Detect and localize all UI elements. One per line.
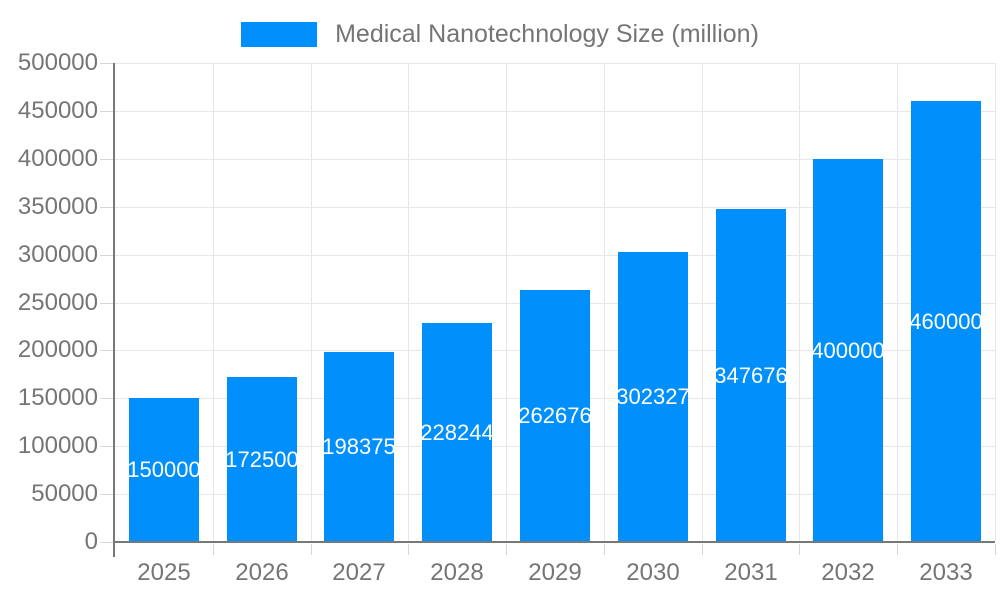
bar-2025: 150000 — [129, 398, 199, 542]
gridline-horizontal — [115, 159, 995, 160]
legend-item[interactable]: Medical Nanotechnology Size (million) — [241, 20, 759, 48]
gridline-vertical — [995, 63, 996, 541]
y-axis-tick — [100, 207, 115, 208]
y-axis-tick — [100, 542, 115, 543]
x-axis-tick — [604, 544, 605, 555]
gridline-vertical — [799, 63, 800, 541]
chart-legend: Medical Nanotechnology Size (million) — [0, 20, 1000, 48]
gridline-vertical — [311, 63, 312, 541]
x-tick-label: 2028 — [430, 559, 484, 586]
y-tick-label: 300000 — [17, 241, 98, 268]
gridline-vertical — [604, 63, 605, 541]
bar-2026: 172500 — [227, 377, 297, 542]
bar-2031: 347676 — [716, 209, 786, 542]
y-axis-tick — [100, 446, 115, 447]
x-axis-tick — [995, 544, 996, 555]
gridline-vertical — [897, 63, 898, 541]
y-axis-tick — [100, 63, 115, 64]
bar-value-label: 198375 — [324, 434, 394, 459]
y-tick-label: 150000 — [17, 384, 98, 411]
y-tick-label: 350000 — [17, 193, 98, 220]
x-axis-tick — [702, 544, 703, 555]
x-axis-line — [113, 541, 995, 543]
x-tick-label: 2025 — [137, 559, 191, 586]
y-tick-label: 250000 — [17, 289, 98, 316]
bar-2030: 302327 — [618, 252, 688, 542]
bar-value-label: 460000 — [911, 308, 981, 334]
x-tick-label: 2030 — [626, 559, 680, 586]
x-axis-tick — [213, 544, 214, 555]
y-tick-label: 50000 — [31, 480, 98, 507]
x-tick-label: 2029 — [528, 559, 582, 586]
x-tick-label: 2031 — [724, 559, 778, 586]
bar-value-label: 228244 — [422, 419, 492, 445]
y-tick-label: 0 — [84, 528, 98, 555]
bar-value-label: 347676 — [716, 362, 786, 388]
bar-2029: 262676 — [520, 290, 590, 542]
bar-2032: 400000 — [813, 159, 883, 542]
bar-2027: 198375 — [324, 352, 394, 542]
bar-2033: 460000 — [911, 101, 981, 542]
x-tick-label: 2032 — [821, 559, 875, 586]
x-axis-tick — [311, 544, 312, 555]
y-axis-tick — [100, 159, 115, 160]
gridline-vertical — [408, 63, 409, 541]
y-axis-tick — [100, 350, 115, 351]
x-axis-tick — [799, 544, 800, 555]
y-axis-tick — [100, 303, 115, 304]
legend-swatch-icon — [241, 21, 318, 47]
bar-2028: 228244 — [422, 323, 492, 542]
y-tick-label: 400000 — [17, 145, 98, 172]
bar-value-label: 172500 — [227, 446, 297, 472]
y-axis-tick — [100, 111, 115, 112]
gridline-vertical — [506, 63, 507, 541]
x-axis-tick — [897, 544, 898, 555]
y-tick-label: 450000 — [17, 97, 98, 124]
gridline-vertical — [702, 63, 703, 541]
legend-label: Medical Nanotechnology Size (million) — [335, 20, 759, 48]
y-tick-label: 100000 — [17, 432, 98, 459]
bar-value-label: 150000 — [129, 457, 199, 482]
y-tick-label: 500000 — [17, 49, 98, 76]
gridline-vertical — [213, 63, 214, 541]
y-axis-tick — [100, 494, 115, 495]
x-tick-label: 2027 — [332, 559, 386, 586]
y-tick-label: 200000 — [17, 336, 98, 363]
gridline-horizontal — [115, 207, 995, 208]
y-axis-tick — [100, 398, 115, 399]
x-axis-tick — [408, 544, 409, 555]
bar-value-label: 302327 — [618, 384, 688, 409]
x-tick-label: 2026 — [235, 559, 289, 586]
x-axis-tick — [506, 544, 507, 555]
gridline-horizontal — [115, 111, 995, 112]
x-tick-label: 2033 — [919, 559, 973, 586]
bar-value-label: 262676 — [520, 403, 590, 428]
gridline-horizontal — [115, 255, 995, 256]
y-axis-tick — [100, 255, 115, 256]
y-axis-line — [113, 63, 115, 557]
bar-value-label: 400000 — [813, 337, 883, 363]
gridline-horizontal — [115, 63, 995, 64]
